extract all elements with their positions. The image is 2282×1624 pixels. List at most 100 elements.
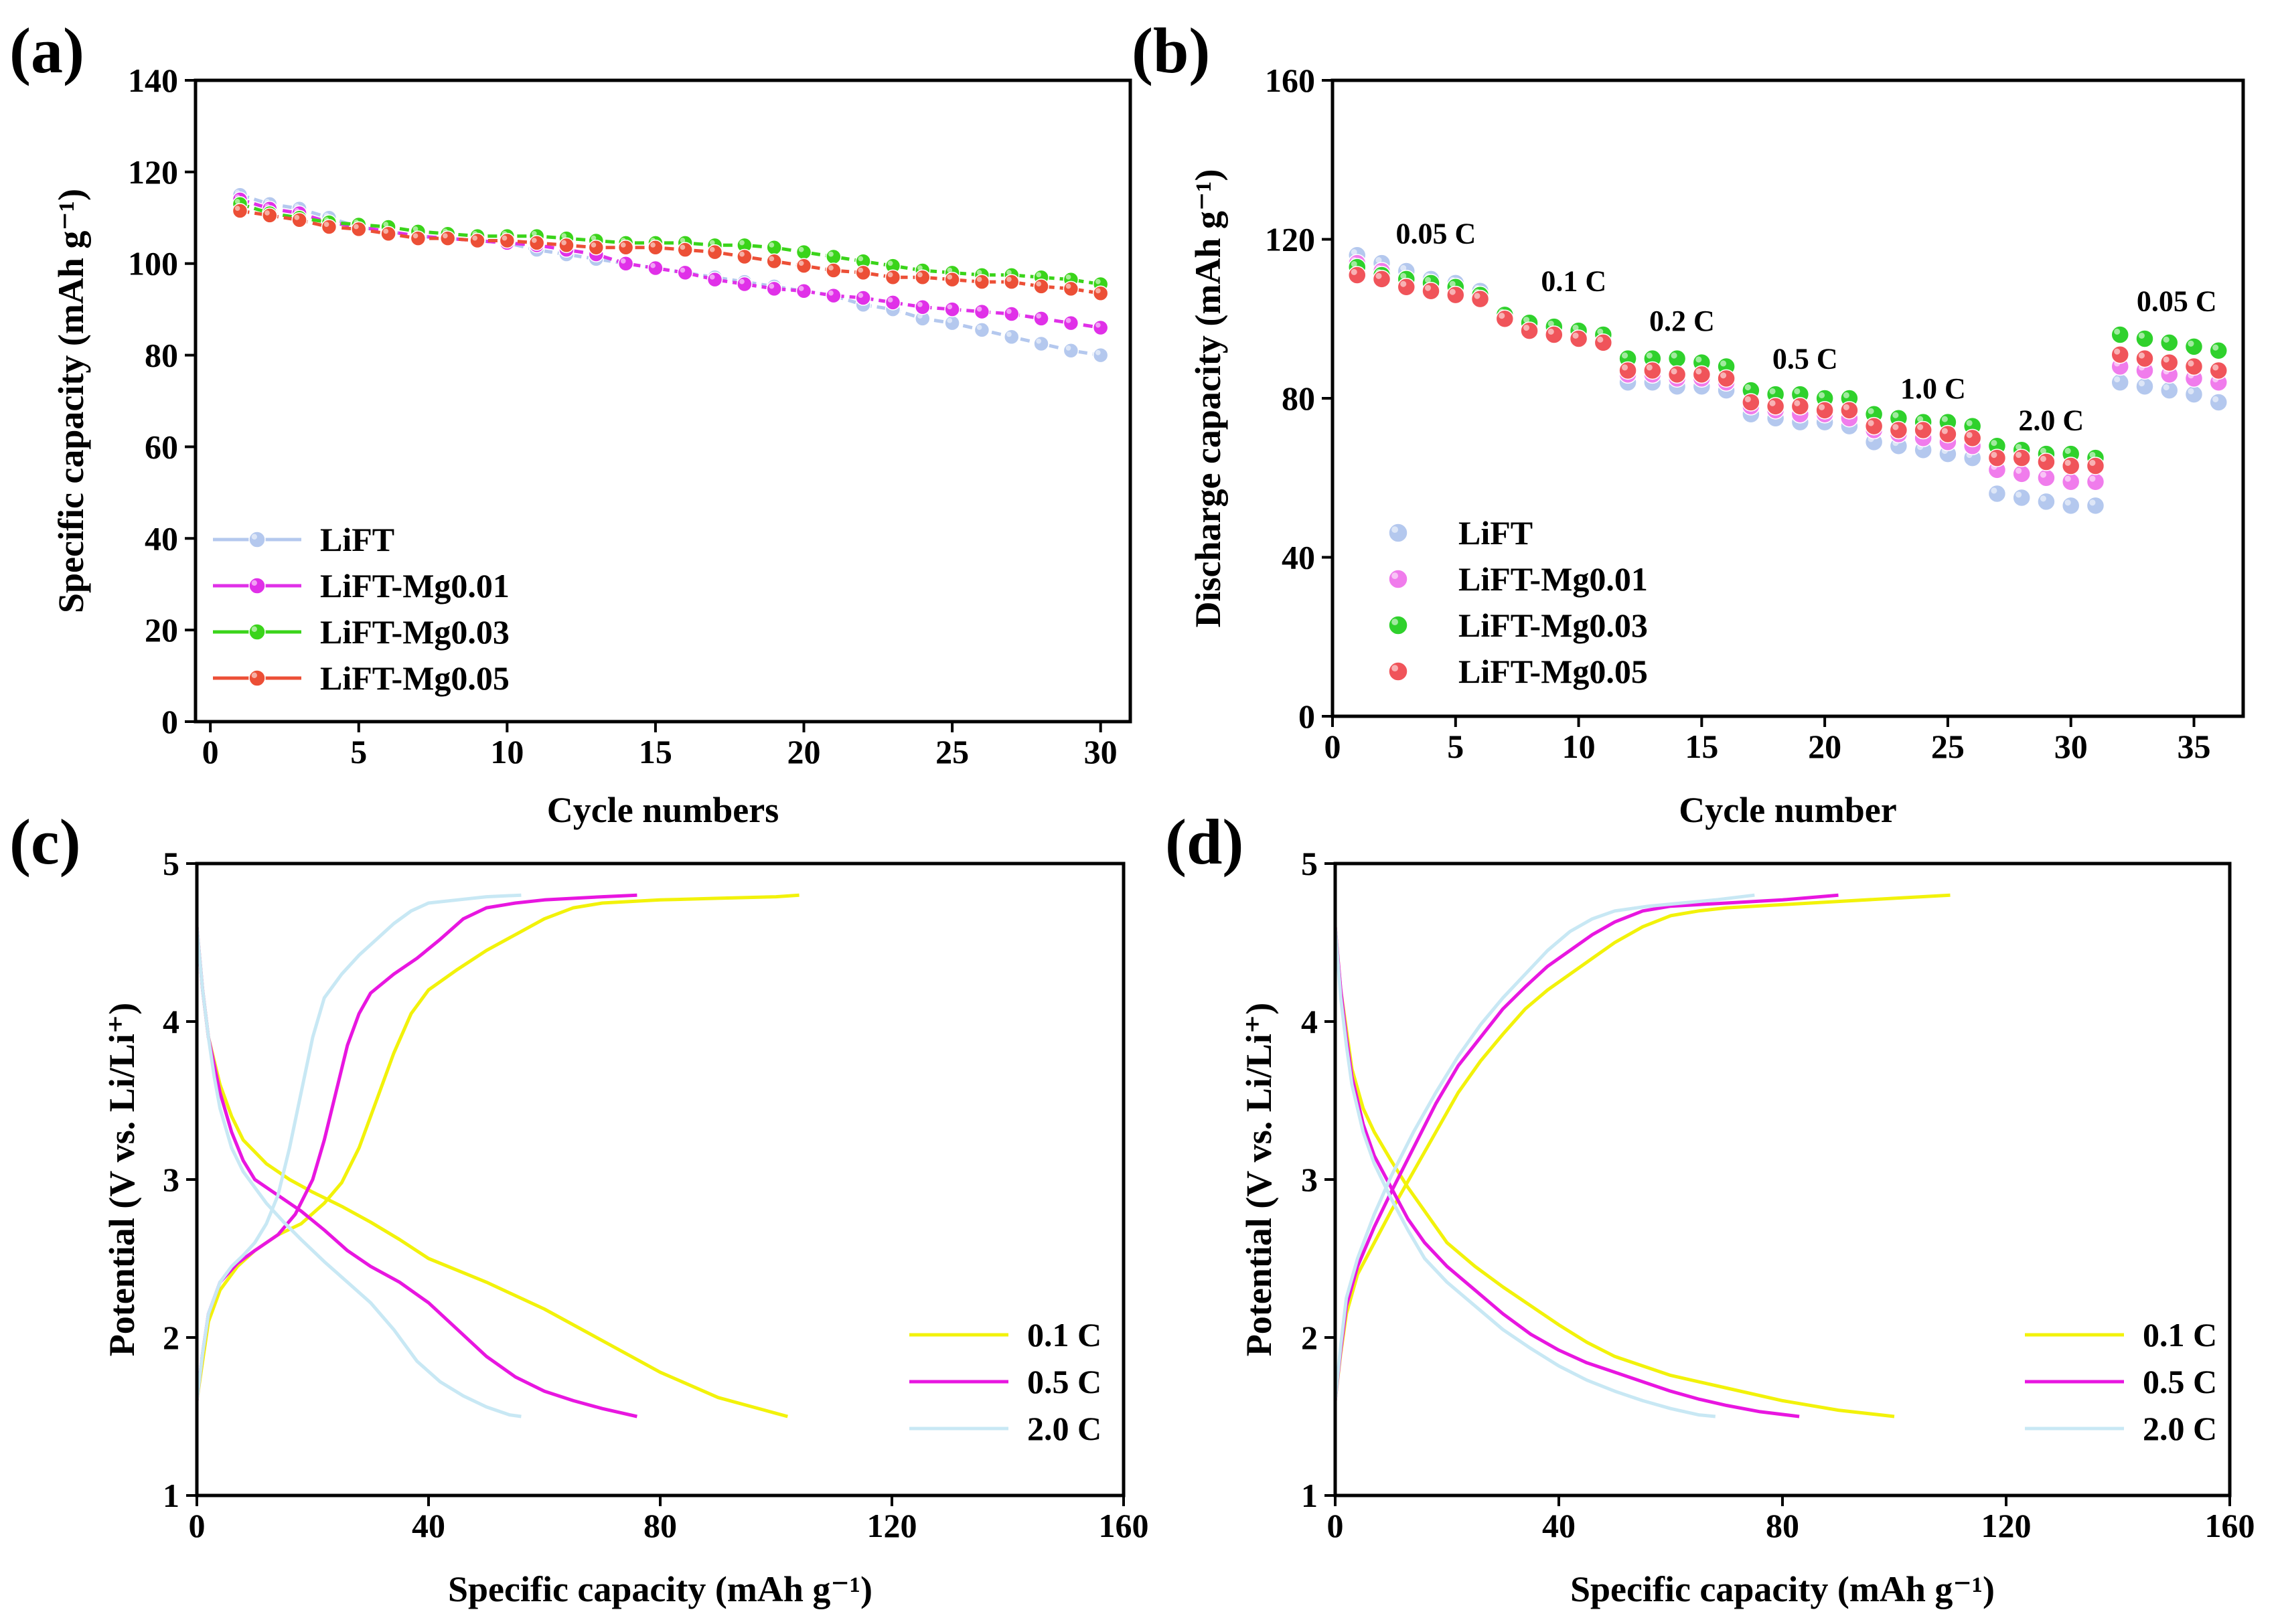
x-tick-label: 0 xyxy=(189,1507,206,1544)
data-point xyxy=(321,219,337,235)
data-point-highlight xyxy=(976,325,982,330)
data-point-highlight xyxy=(1941,416,1948,422)
legend-marker xyxy=(1388,569,1408,589)
data-point-highlight xyxy=(2064,499,2071,506)
data-point-highlight xyxy=(2114,328,2121,335)
legend-label: 2.0 C xyxy=(2143,1410,2217,1447)
x-tick-label: 30 xyxy=(1084,733,1118,770)
x-tick-label: 20 xyxy=(787,733,821,770)
data-point xyxy=(1692,365,1712,384)
data-point-highlight xyxy=(2015,444,2022,451)
x-axis-title: Cycle number xyxy=(1679,790,1896,830)
data-point xyxy=(2061,472,2080,491)
data-point-highlight xyxy=(1547,321,1554,327)
data-point-highlight xyxy=(591,235,597,241)
data-point xyxy=(2086,496,2105,515)
data-point-highlight xyxy=(2089,451,2096,459)
y-tick-label: 120 xyxy=(128,153,178,191)
data-point xyxy=(291,212,307,228)
data-point xyxy=(1545,325,1564,344)
data-point xyxy=(795,244,812,260)
data-point-highlight xyxy=(1597,328,1604,335)
data-point xyxy=(262,208,278,224)
data-point xyxy=(2061,496,2080,515)
data-point xyxy=(1815,401,1834,420)
data-point-highlight xyxy=(2212,396,2219,402)
legend-marker xyxy=(248,669,266,687)
y-tick-label: 1 xyxy=(163,1477,179,1514)
data-point-highlight xyxy=(1597,336,1604,343)
legend-label: LiFT-Mg0.05 xyxy=(1458,653,1648,690)
x-tick-label: 80 xyxy=(643,1507,677,1544)
data-point-highlight xyxy=(1572,324,1579,331)
x-tick-label: 120 xyxy=(1981,1507,2032,1544)
legend-label: LiFT-Mg0.01 xyxy=(320,567,510,604)
data-point xyxy=(1667,365,1687,384)
data-point xyxy=(826,287,842,304)
y-tick-label: 20 xyxy=(145,611,178,649)
data-point xyxy=(1938,424,1957,444)
y-tick-label: 3 xyxy=(1301,1161,1318,1198)
data-point-highlight xyxy=(2163,336,2170,343)
data-point-highlight xyxy=(1621,352,1628,359)
data-point xyxy=(1914,420,1932,440)
data-point-highlight xyxy=(976,276,982,282)
data-point-highlight xyxy=(917,265,923,270)
data-point xyxy=(2037,492,2056,511)
data-point xyxy=(1063,342,1079,359)
data-point-highlight xyxy=(2114,348,2121,355)
legend-label: 2.0 C xyxy=(1027,1410,1101,1447)
data-point-highlight xyxy=(1843,404,1849,410)
x-tick-label: 160 xyxy=(1099,1507,1149,1544)
legend-label: 0.1 C xyxy=(2143,1316,2217,1354)
data-point-highlight xyxy=(264,210,270,216)
data-point-highlight xyxy=(1424,285,1432,291)
data-point xyxy=(677,264,693,281)
data-point-highlight xyxy=(1449,280,1456,287)
series-line xyxy=(240,209,1101,295)
data-point xyxy=(2184,337,2204,356)
data-point-highlight xyxy=(680,244,686,250)
data-point-highlight xyxy=(2114,376,2121,383)
data-point-highlight xyxy=(2089,499,2096,506)
rate-label: 0.05 C xyxy=(2137,285,2217,317)
data-point xyxy=(1791,397,1810,416)
data-point xyxy=(1348,266,1367,285)
data-point-highlight xyxy=(531,238,537,243)
x-tick-label: 10 xyxy=(490,733,524,770)
y-tick-label: 0 xyxy=(161,703,178,740)
y-tick-label: 0 xyxy=(1298,698,1315,735)
y-axis-title: Specific capacity (mAh g⁻¹) xyxy=(51,189,91,613)
data-point xyxy=(410,230,427,246)
x-tick-label: 160 xyxy=(2205,1507,2255,1544)
data-point-highlight xyxy=(680,267,686,273)
data-point-highlight xyxy=(1794,388,1801,395)
rate-label: 0.2 C xyxy=(1649,305,1715,337)
charge-curve xyxy=(195,893,800,1401)
data-point-highlight xyxy=(1006,270,1012,275)
y-tick-label: 3 xyxy=(163,1161,179,1198)
data-point-highlight xyxy=(1671,368,1677,375)
data-point xyxy=(2061,457,2080,475)
data-point xyxy=(795,283,812,299)
data-point xyxy=(1840,401,1859,420)
panel-b: (b) 0 5 10 15 20 25 30 35 0 40 80 120 160 0.05 C 0.1 C… xyxy=(1132,15,2245,830)
data-point-highlight xyxy=(1424,276,1432,283)
data-point xyxy=(974,322,990,338)
x-tick-label: 35 xyxy=(2177,728,2210,765)
data-point-highlight xyxy=(1036,272,1042,278)
data-point-highlight xyxy=(2064,475,2071,482)
data-point-highlight xyxy=(1474,293,1480,299)
data-point-highlight xyxy=(1523,324,1530,331)
data-point-highlight xyxy=(1720,360,1727,367)
data-point-highlight xyxy=(1065,274,1071,280)
x-axis-title: Specific capacity (mAh g⁻¹) xyxy=(1570,1569,1995,1609)
data-point-highlight xyxy=(1819,404,1825,410)
data-point-highlight xyxy=(1065,283,1071,289)
data-point-highlight xyxy=(1966,432,1973,438)
x-tick-label: 80 xyxy=(1766,1507,1799,1544)
data-point xyxy=(915,269,931,285)
y-tick-label: 40 xyxy=(1282,539,1315,576)
legend-marker-highlight xyxy=(1391,526,1399,533)
legend-marker-highlight xyxy=(1391,619,1399,625)
